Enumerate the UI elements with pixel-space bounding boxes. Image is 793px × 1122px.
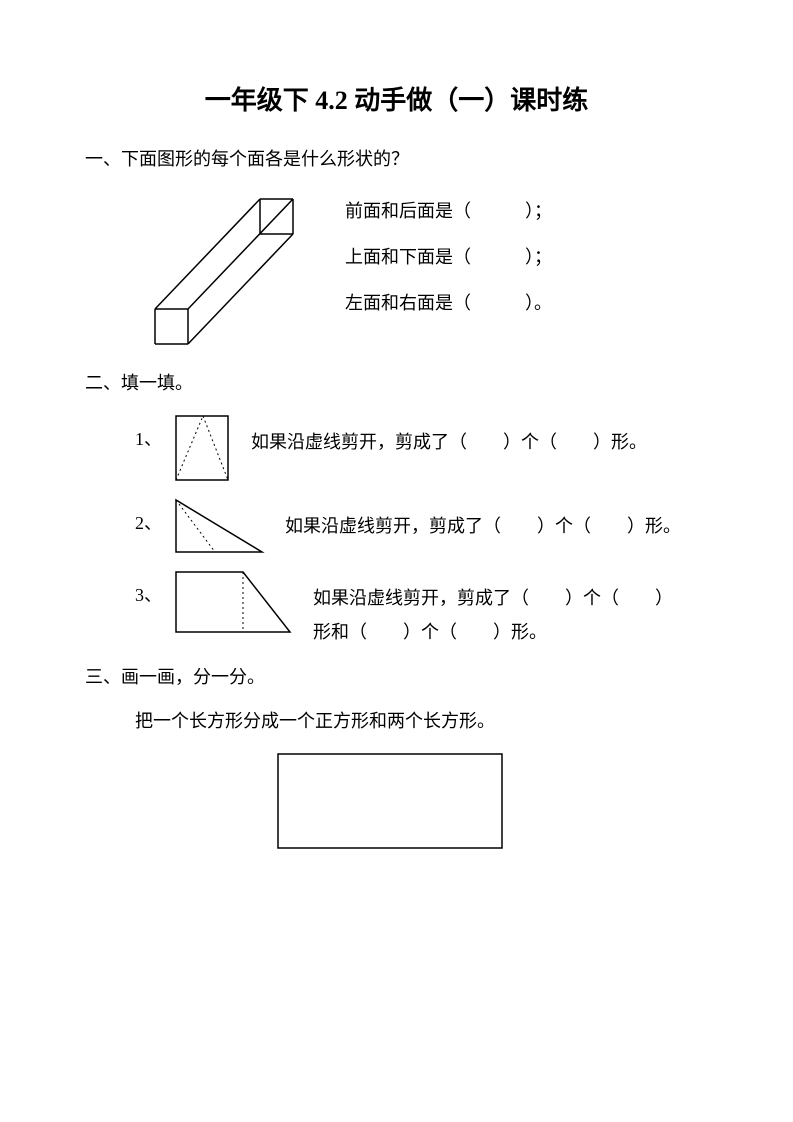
q2-item3: 3、 如果沿虚线剪开，剪成了（ ）个（ ） 形和（ ）个（ ）形。: [135, 569, 708, 649]
q2-item2: 2、 如果沿虚线剪开，剪成了（ ）个（ ）形。: [135, 497, 708, 555]
q2-figure2: [173, 497, 265, 555]
q2-num2: 2、: [135, 509, 163, 535]
page-title: 一年级下 4.2 动手做（一）课时练: [85, 80, 708, 117]
q1-line3: 左面和右面是（ ）。: [345, 289, 552, 315]
q2-item1: 1、 如果沿虚线剪开，剪成了（ ）个（ ）形。: [135, 413, 708, 483]
question1-container: 前面和后面是（ ）； 上面和下面是（ ）； 左面和右面是（ ）。: [145, 189, 708, 349]
q2-num1: 1、: [135, 425, 163, 451]
q2-figure1: [173, 413, 231, 483]
q2-text3-line2: 形和（ ）个（ ）形。: [313, 622, 547, 642]
q3-text: 把一个长方形分成一个正方形和两个长方形。: [135, 707, 708, 733]
q1-line2: 上面和下面是（ ）；: [345, 243, 552, 269]
cuboid-figure: [145, 189, 305, 349]
q2-figure3: [173, 569, 293, 635]
q2-text1: 如果沿虚线剪开，剪成了（ ）个（ ）形。: [251, 425, 647, 459]
q2-num3: 3、: [135, 581, 163, 607]
q3-rectangle: [275, 751, 505, 851]
q2-text2: 如果沿虚线剪开，剪成了（ ）个（ ）形。: [285, 509, 681, 543]
q2-text3: 如果沿虚线剪开，剪成了（ ）个（ ） 形和（ ）个（ ）形。: [313, 581, 673, 649]
section2-heading: 二、填一填。: [85, 369, 708, 395]
q1-line1: 前面和后面是（ ）；: [345, 197, 552, 223]
section1-heading: 一、下面图形的每个面各是什么形状的？: [85, 145, 708, 171]
section3-heading: 三、画一画，分一分。: [85, 663, 708, 689]
question1-text: 前面和后面是（ ）； 上面和下面是（ ）； 左面和右面是（ ）。: [345, 197, 552, 335]
q2-text3-line1: 如果沿虚线剪开，剪成了（ ）个（ ）: [313, 588, 673, 608]
